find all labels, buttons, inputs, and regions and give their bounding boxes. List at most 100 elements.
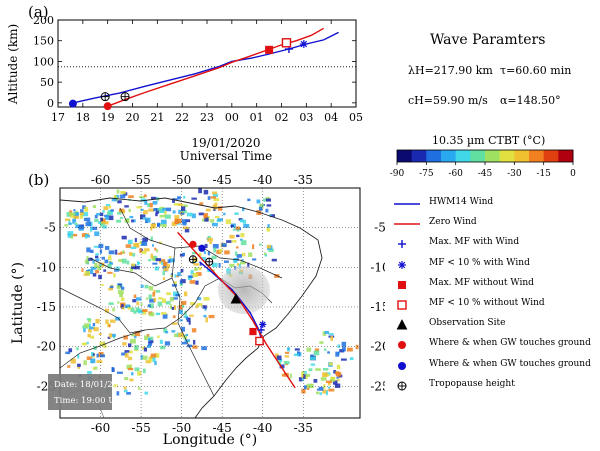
cloud-pixel bbox=[229, 263, 235, 268]
legend-marker bbox=[398, 260, 406, 269]
date-time-box: Date: 18/01/2020 Time: 19:00 UT bbox=[48, 374, 129, 410]
panel-b-label: (b) bbox=[28, 171, 49, 189]
cloud-pixel bbox=[190, 270, 194, 275]
cloud-pixel bbox=[133, 243, 139, 248]
cloud-pixel bbox=[124, 218, 130, 223]
lambda-h-value: λH=217.90 km bbox=[408, 64, 493, 77]
legend-marker bbox=[397, 300, 407, 310]
cloud-pixel bbox=[185, 219, 191, 223]
cloud-pixel bbox=[173, 203, 179, 206]
cloud-pixel bbox=[94, 214, 98, 219]
cloud-pixel bbox=[182, 302, 185, 308]
cloud-top-field bbox=[64, 188, 359, 396]
cloud-pixel bbox=[287, 347, 290, 350]
panel-a-series bbox=[72, 27, 339, 107]
cloud-pixel bbox=[102, 210, 105, 213]
cloud-pixel bbox=[205, 208, 211, 212]
cloud-pixel bbox=[180, 268, 184, 273]
cloud-pixel bbox=[105, 246, 110, 250]
cloud-pixel bbox=[229, 234, 235, 239]
state-border-5 bbox=[60, 287, 146, 334]
cloud-pixel bbox=[155, 258, 162, 262]
cloud-pixel bbox=[164, 210, 167, 215]
cloud-pixel bbox=[195, 304, 198, 309]
legend-symbol bbox=[394, 223, 420, 225]
cloud-pixel bbox=[99, 341, 105, 346]
cloud-pixel bbox=[179, 319, 183, 322]
cloud-pixel bbox=[252, 244, 255, 250]
cloud-pixel bbox=[240, 240, 247, 246]
cloud-pixel bbox=[171, 330, 176, 333]
panel-a-y-axis: 0 50 100 150 200 bbox=[33, 14, 356, 110]
cloud-pixel bbox=[298, 377, 303, 382]
cloud-pixel bbox=[67, 365, 71, 368]
cloud-pixel bbox=[122, 342, 127, 346]
cloud-pixel bbox=[152, 201, 158, 205]
cloud-pixel bbox=[183, 334, 188, 340]
legend-label: Observation Site bbox=[429, 318, 506, 329]
marker-filled-square bbox=[265, 45, 274, 54]
cloud-pixel bbox=[122, 258, 127, 264]
cloud-pixel bbox=[212, 269, 215, 272]
cloud-pixel bbox=[162, 265, 168, 270]
legend-label: Max. MF with Wind bbox=[429, 237, 520, 248]
cloud-pixel bbox=[91, 226, 98, 230]
cloud-pixel bbox=[148, 336, 154, 341]
panel-b-frame bbox=[59, 187, 361, 419]
cloud-pixel bbox=[111, 367, 115, 372]
cloud-pixel bbox=[284, 355, 290, 358]
cloud-pixel bbox=[198, 267, 202, 271]
cloud-pixel bbox=[207, 237, 213, 242]
y-tick-label-right: -15 bbox=[370, 300, 385, 314]
cloud-pixel bbox=[214, 216, 220, 219]
cloud-pixel bbox=[164, 341, 171, 346]
cloud-pixel bbox=[140, 214, 146, 220]
cloud-pixel bbox=[322, 389, 328, 394]
cloud-pixel bbox=[329, 379, 335, 382]
cloud-pixel bbox=[86, 256, 89, 260]
cloud-pixel bbox=[92, 205, 97, 209]
cloud-pixel bbox=[163, 261, 167, 267]
cloud-pixel bbox=[171, 322, 178, 325]
series-hwm14-wind bbox=[72, 31, 339, 104]
cloud-pixel bbox=[150, 236, 153, 242]
series-zero-wind bbox=[107, 27, 325, 107]
x-tick-label-bottom: -35 bbox=[294, 421, 313, 435]
cloud-pixel bbox=[177, 196, 181, 200]
cloud-pixel bbox=[150, 227, 153, 231]
cloud-pixel bbox=[67, 234, 73, 238]
legend-symbol bbox=[398, 361, 406, 370]
x-tick-label: 03 bbox=[299, 111, 313, 124]
cloud-pixel bbox=[232, 228, 236, 231]
cloud-pixel bbox=[247, 198, 251, 202]
cloud-pixel bbox=[128, 195, 134, 198]
cloud-pixel bbox=[123, 335, 128, 340]
legend-marker bbox=[398, 240, 406, 249]
cloud-pixel bbox=[127, 367, 134, 371]
cloud-pixel bbox=[199, 263, 202, 266]
cloud-pixel bbox=[149, 303, 154, 309]
cloud-pixel bbox=[72, 218, 75, 224]
cloud-pixel bbox=[158, 224, 162, 227]
cloud-pixel bbox=[169, 258, 175, 263]
cloud-pixel bbox=[314, 348, 320, 352]
cloud-pixel bbox=[86, 217, 91, 223]
cloud-pixel bbox=[93, 327, 99, 332]
cloud-pixel bbox=[143, 210, 148, 215]
cloud-pixel bbox=[174, 215, 180, 220]
path-zero-wind bbox=[177, 231, 296, 389]
cloud-pixel bbox=[178, 309, 183, 314]
cloud-pixel bbox=[77, 366, 80, 369]
cloud-pixel bbox=[342, 346, 346, 352]
cloud-pixel bbox=[201, 256, 207, 261]
cloud-pixel bbox=[121, 286, 125, 290]
cloud-pixel bbox=[100, 284, 104, 287]
cloud-pixel bbox=[148, 259, 151, 262]
cloud-pixel bbox=[336, 376, 339, 379]
legend-marker bbox=[396, 319, 408, 330]
cloud-pixel bbox=[339, 349, 345, 353]
cloud-pixel bbox=[183, 315, 189, 318]
cloud-pixel bbox=[151, 256, 156, 261]
cloud-pixel bbox=[124, 350, 130, 353]
cloud-pixel bbox=[310, 363, 316, 366]
